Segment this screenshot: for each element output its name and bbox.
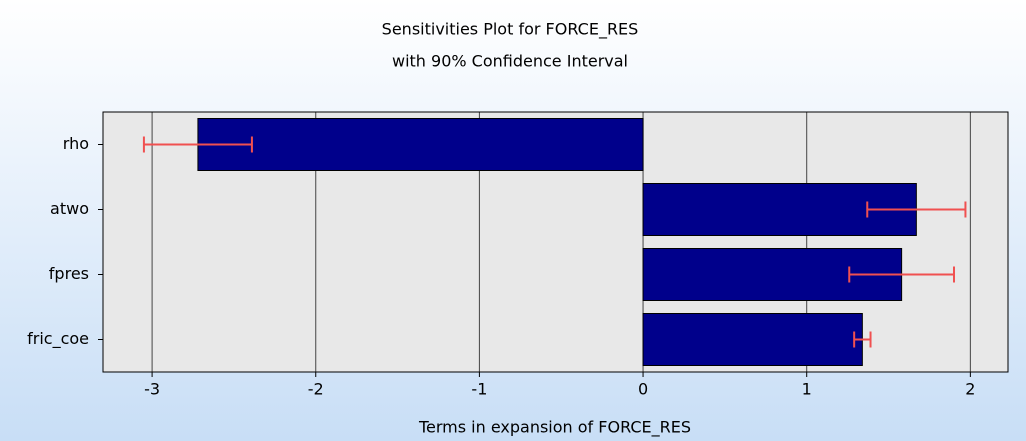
bar (642, 313, 863, 366)
x-axis-label: Terms in expansion of FORCE_RES (418, 418, 691, 438)
y-tick-label: atwo (50, 199, 89, 218)
x-tick-label: 2 (965, 380, 975, 399)
y-tick-label: fric_coe (27, 329, 89, 349)
y-tick-label: rho (63, 134, 89, 153)
plot-border (102, 111, 1009, 373)
x-tick-label: -3 (144, 380, 160, 399)
error-bar (853, 331, 872, 348)
y-tick-label: fpres (49, 264, 89, 283)
bar (197, 118, 644, 171)
error-bar (866, 201, 967, 218)
chart-subtitle: with 90% Confidence Interval (392, 52, 628, 71)
x-tick-label: -1 (471, 380, 487, 399)
x-tick-label: -2 (308, 380, 324, 399)
chart-title: Sensitivities Plot for FORCE_RES (382, 20, 639, 40)
x-tick-label: 0 (638, 380, 648, 399)
error-bar (142, 136, 253, 153)
error-bar (848, 266, 955, 283)
x-tick-label: 1 (802, 380, 812, 399)
